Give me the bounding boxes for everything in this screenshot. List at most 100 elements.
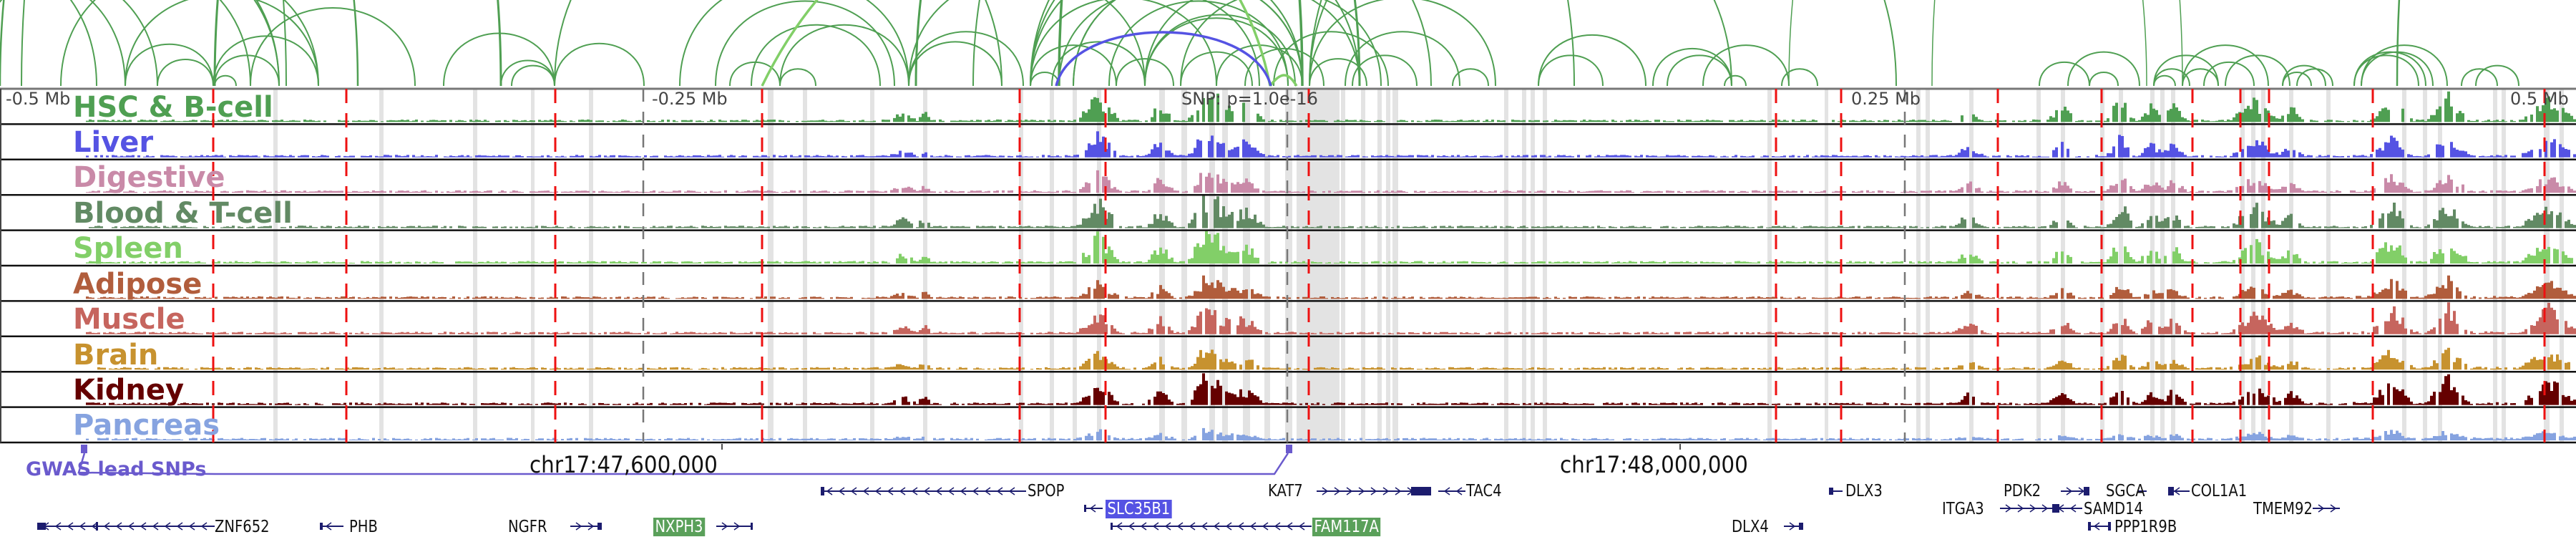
- strand-arrow: [1140, 522, 1147, 531]
- gene-label-tmem92[interactable]: TMEM92: [2253, 500, 2313, 518]
- interaction-arc: [779, 68, 816, 87]
- signal-pancreas: [86, 427, 2576, 440]
- strand-arrow: [1176, 522, 1184, 531]
- gene-model-ppp1r9b: [2088, 522, 2111, 531]
- gene-label-kat7[interactable]: KAT7: [1268, 482, 1303, 500]
- strand-arrow: [1128, 522, 1135, 531]
- interaction-arc: [2361, 44, 2448, 87]
- strand-arrow: [2066, 487, 2073, 495]
- interaction-arc-highlight: [1055, 31, 1272, 87]
- interaction-arc: [2089, 72, 2119, 87]
- interaction-arc: [69, 0, 97, 87]
- gene-label-ppp1r9b[interactable]: PPP1R9B: [2114, 518, 2177, 536]
- interaction-arc: [2067, 51, 2140, 87]
- interaction-arc: [60, 0, 319, 87]
- gwas-snp-marker: [81, 445, 87, 453]
- gene-label-spop[interactable]: SPOP: [1028, 482, 1065, 500]
- gene-label-sgca[interactable]: SGCA: [2106, 482, 2145, 500]
- strand-arrow: [1443, 487, 1450, 495]
- interaction-arc: [89, 0, 126, 87]
- strand-arrow: [587, 522, 595, 531]
- gene-label-tac4[interactable]: TAC4: [1466, 482, 1502, 500]
- gene-label-pdk2[interactable]: PDK2: [2004, 482, 2041, 500]
- gene-exon: [1799, 523, 1803, 530]
- interaction-arc: [1030, 0, 1303, 87]
- interaction-arc: [2461, 68, 2498, 87]
- interaction-arc: [1030, 44, 1117, 87]
- interaction-arcs: [0, 0, 2519, 87]
- interaction-arc: [0, 0, 251, 87]
- strand-arrow: [2173, 487, 2180, 495]
- gene-model-samd14: [2052, 504, 2082, 513]
- snp-pvalue-label: SNP: p=1.0e-16: [1181, 89, 1318, 109]
- gene-exon: [1411, 487, 1431, 495]
- track-label-blood-t-cell: Blood & T-cell: [73, 197, 293, 230]
- track-label-muscle: Muscle: [73, 303, 185, 336]
- strand-arrow: [733, 522, 741, 531]
- gene-label-dlx3[interactable]: DLX3: [1845, 482, 1883, 500]
- gene-model-spop: [821, 487, 1026, 495]
- strand-arrow: [188, 522, 195, 531]
- gene-label-col1a1[interactable]: COL1A1: [2191, 482, 2248, 500]
- strand-arrow: [1213, 522, 1220, 531]
- strand-arrow: [54, 522, 62, 531]
- gene-label-fam117a[interactable]: FAM117A: [1312, 518, 1381, 536]
- gene-label-znf652[interactable]: ZNF652: [215, 518, 270, 536]
- strand-arrow: [79, 522, 86, 531]
- track-label-brain: Brain: [73, 339, 159, 372]
- interaction-arc: [214, 74, 237, 87]
- gene-model-nxph3: [716, 522, 753, 531]
- interaction-arc: [2153, 68, 2190, 87]
- interaction-arc: [751, 24, 881, 87]
- gene-exon: [1111, 523, 1113, 530]
- strand-arrow: [1286, 522, 1293, 531]
- strand-arrow: [2318, 504, 2325, 513]
- interaction-arc: [1073, 0, 1303, 87]
- strand-arrow: [1189, 522, 1196, 531]
- strand-arrow: [2069, 504, 2077, 513]
- interaction-arc: [2475, 64, 2519, 87]
- interaction-arc: [125, 0, 319, 87]
- strand-arrow: [850, 487, 857, 495]
- strand-arrow: [2057, 504, 2064, 513]
- interaction-arc: [1538, 54, 1604, 87]
- strand-arrow: [1008, 487, 1015, 495]
- interaction-arc: [250, 7, 416, 87]
- gene-label-itga3[interactable]: ITGA3: [1942, 500, 1984, 518]
- gene-model-kat7: [1317, 487, 1431, 495]
- interaction-arc: [253, 0, 280, 87]
- gene-label-phb[interactable]: PHB: [349, 518, 378, 536]
- gene-model-fam117a: [1111, 522, 1312, 531]
- interaction-arc: [1058, 0, 1260, 87]
- strand-arrow: [152, 522, 159, 531]
- interaction-arc: [1652, 47, 1732, 87]
- gene-label-dlx4[interactable]: DLX4: [1732, 518, 1769, 536]
- track-label-spleen: Spleen: [73, 232, 183, 265]
- interaction-arc: [1309, 0, 1732, 87]
- interaction-arc: [500, 59, 555, 87]
- gene-label-samd14[interactable]: SAMD14: [2084, 500, 2143, 518]
- gene-model-pdk2: [2061, 487, 2089, 495]
- interaction-arc: [1309, 0, 1897, 87]
- strand-arrow: [164, 522, 171, 531]
- interaction-arc: [1702, 44, 1790, 87]
- interaction-arc: [122, 0, 158, 87]
- strand-arrow: [1164, 522, 1171, 531]
- strand-arrow: [1346, 487, 1353, 495]
- strand-arrow: [1358, 487, 1365, 495]
- gene-exon: [2052, 504, 2058, 513]
- gene-track: [37, 487, 2340, 531]
- interaction-arc: [2153, 74, 2176, 87]
- track-label-liver: Liver: [73, 126, 154, 159]
- interaction-arc: [2203, 62, 2255, 87]
- interaction-arc: [157, 59, 214, 87]
- gene-label-nxph3[interactable]: NXPH3: [653, 518, 706, 536]
- gene-label-slc35b1[interactable]: SLC35B1: [1106, 500, 1172, 518]
- interaction-arc: [1931, 0, 2183, 87]
- interaction-arc: [908, 0, 1146, 87]
- interaction-arc: [214, 54, 280, 87]
- interaction-arc: [1244, 47, 1324, 87]
- gene-exon: [2088, 522, 2091, 531]
- gene-label-ngfr[interactable]: NGFR: [508, 518, 547, 536]
- interaction-arc: [1309, 58, 1367, 87]
